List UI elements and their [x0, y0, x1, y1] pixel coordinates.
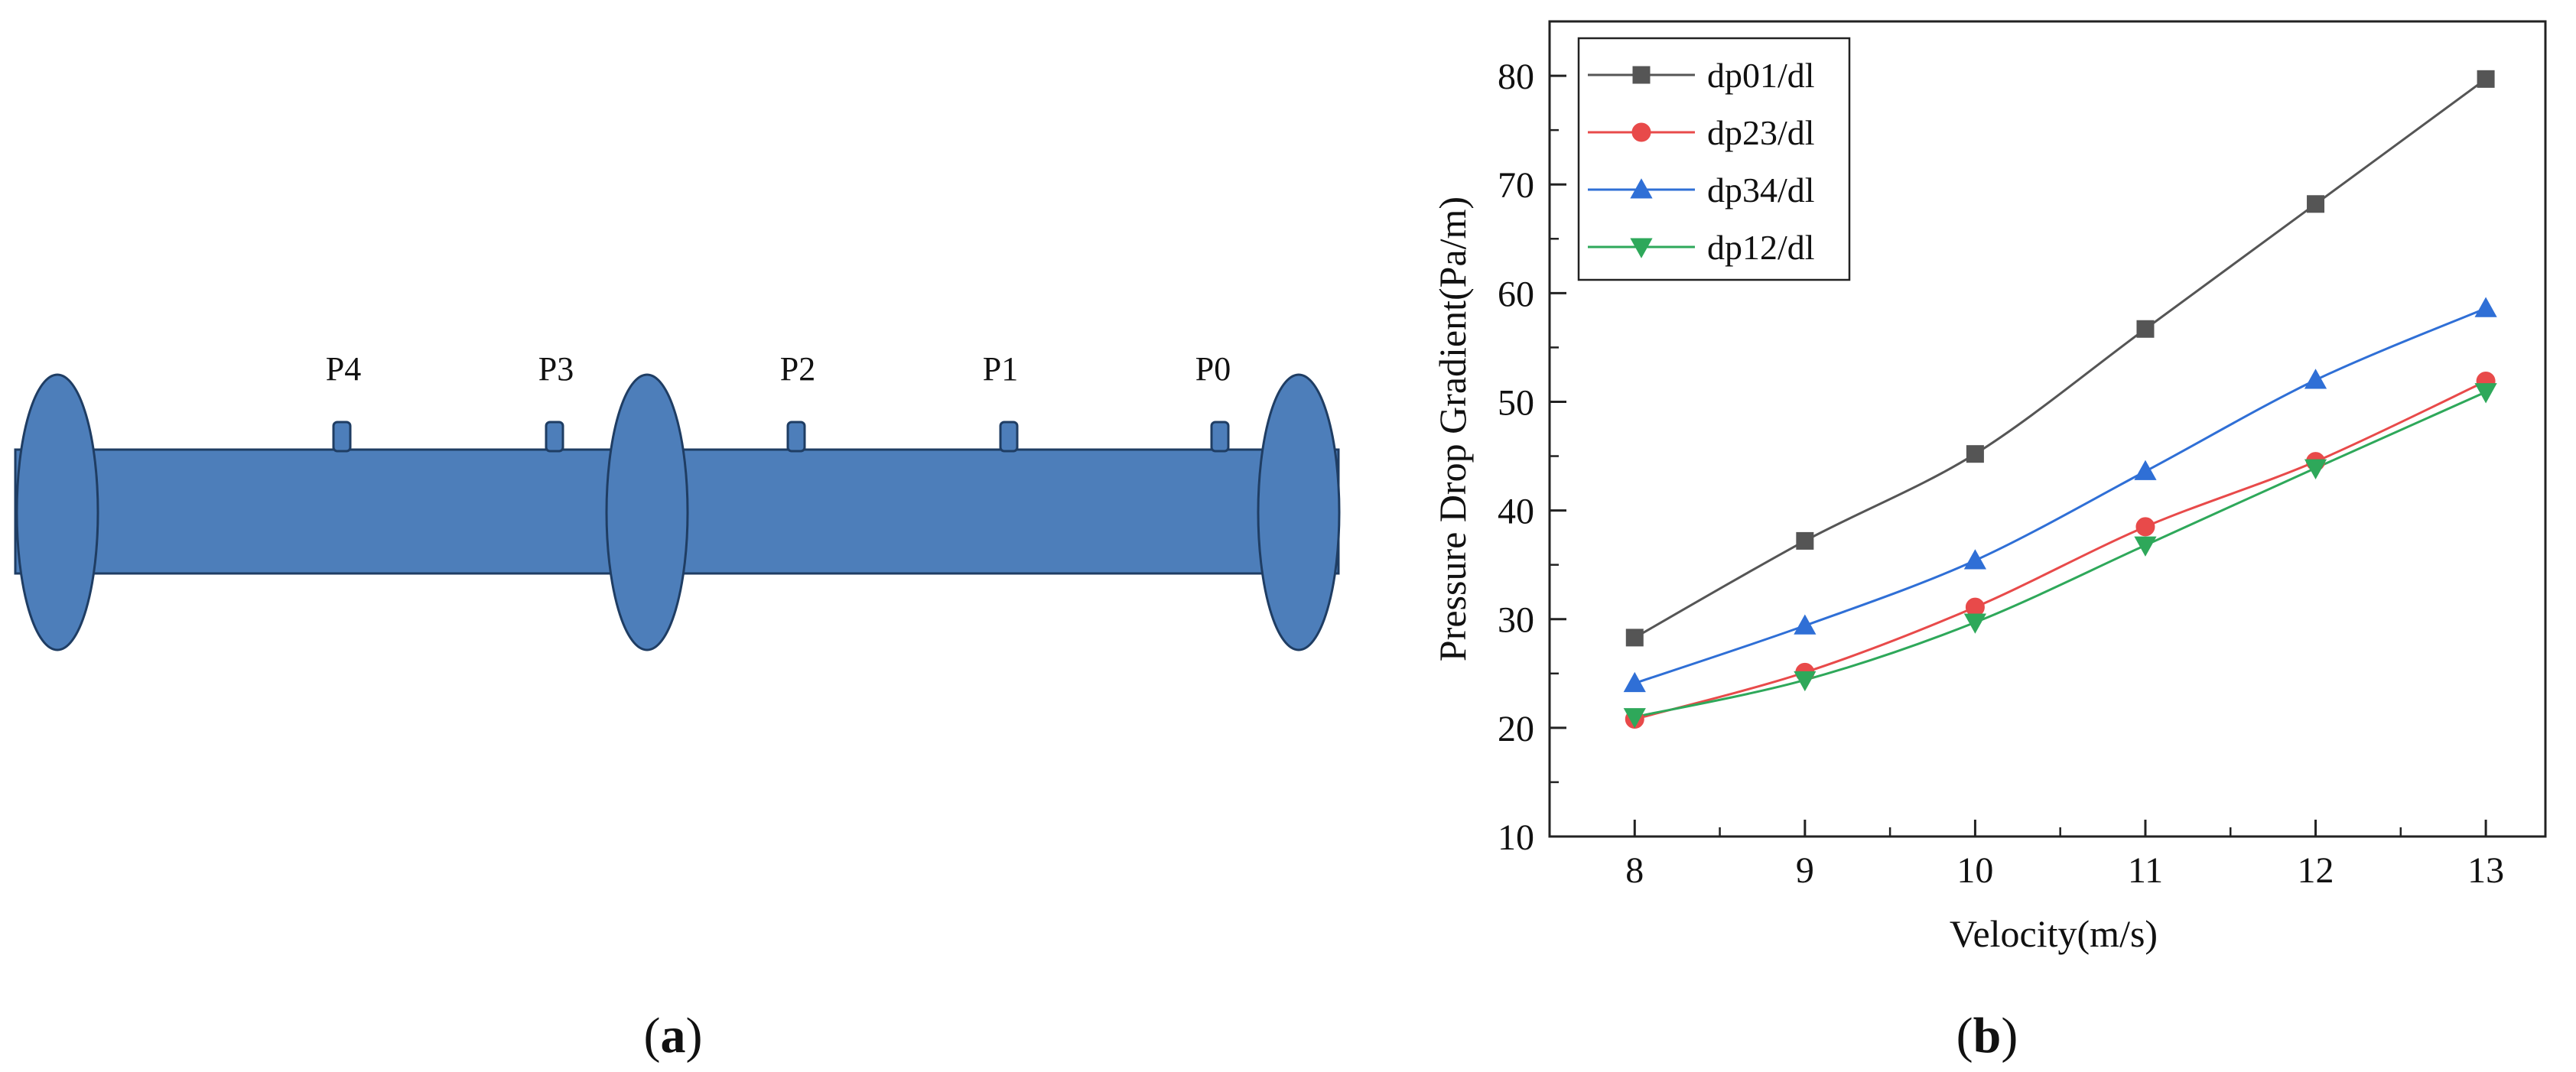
- panel-label-a-letter: a: [661, 1008, 686, 1064]
- y-tick-label: 80: [1498, 57, 1534, 97]
- y-tick-label: 60: [1498, 274, 1534, 314]
- x-tick-label: 12: [2298, 850, 2334, 891]
- y-tick-label: 70: [1498, 165, 1534, 206]
- x-axis-label: Velocity(m/s): [1950, 912, 2158, 955]
- left-flange: [15, 373, 99, 651]
- legend-box: [1577, 37, 1851, 281]
- data-point-dp34-dl: [1963, 549, 1987, 570]
- data-point-dp12-dl: [2304, 459, 2327, 479]
- data-point-dp23-dl: [2135, 517, 2155, 537]
- data-point-dp01-dl: [2307, 195, 2325, 213]
- legend-swatch-marker: [1631, 122, 1651, 142]
- series-markers-layer: [1623, 70, 2497, 729]
- right-flange: [1257, 373, 1341, 651]
- data-point-dp34-dl: [2474, 297, 2497, 317]
- y-axis-label: Pressure Drop Gradient(Pa/m): [1431, 197, 1474, 661]
- panel-label-b-letter: b: [1973, 1008, 2002, 1064]
- series-line-dp12-dl: [1634, 391, 2487, 719]
- y-tick-label: 50: [1498, 382, 1534, 423]
- legend-swatch-marker: [1630, 238, 1653, 258]
- data-point-dp12-dl: [1794, 671, 1817, 692]
- middle-flange: [605, 373, 689, 651]
- series-line-dp01-dl: [1634, 78, 2487, 639]
- pressure-tap-p1: [999, 421, 1019, 453]
- tap-label-p0: P0: [1195, 350, 1231, 388]
- y-tick-label: 40: [1498, 492, 1534, 532]
- pressure-tap-p0: [1210, 421, 1230, 453]
- series-line-dp34-dl: [1634, 307, 2487, 685]
- panel-label-b-open: (: [1956, 1008, 1973, 1064]
- data-point-dp01-dl: [1966, 445, 1984, 463]
- x-tick-label: 13: [2467, 850, 2504, 891]
- data-point-dp12-dl: [2134, 536, 2157, 557]
- axes-layer: 8 9 10 11 12 13 10 20 30 40 50 60 70 80: [1498, 57, 2504, 891]
- data-point-dp12-dl: [1623, 708, 1646, 729]
- y-tick-label: 30: [1498, 600, 1534, 641]
- y-tick-label: 10: [1498, 817, 1534, 858]
- data-point-dp01-dl: [2136, 320, 2155, 338]
- panel-label-b: (b): [1956, 1008, 2018, 1064]
- data-point-dp01-dl: [1625, 629, 1644, 647]
- legend-label: dp23/dl: [1707, 113, 1815, 152]
- data-point-dp34-dl: [2134, 460, 2157, 480]
- legend-label: dp34/dl: [1707, 171, 1815, 210]
- y-tick-label: 20: [1498, 709, 1534, 749]
- chart-panel: 8 9 10 11 12 13 10 20 30 40 50 60 70 80 Velocity(m/s)…: [1431, 20, 2547, 1064]
- tap-label-p3: P3: [538, 350, 574, 388]
- data-point-dp12-dl: [2474, 383, 2497, 404]
- data-point-dp01-dl: [2477, 70, 2495, 88]
- data-point-dp01-dl: [1796, 531, 1814, 550]
- tap-label-p2: P2: [780, 350, 815, 388]
- legend-label: dp01/dl: [1707, 56, 1815, 95]
- data-point-dp34-dl: [1623, 671, 1646, 693]
- pipe-schematic-panel: P4 P3 P2 P1 P0 (a): [14, 350, 1341, 1064]
- pressure-tap-p2: [786, 421, 806, 453]
- legend-swatch-marker: [1630, 178, 1653, 199]
- data-point-dp34-dl: [2304, 369, 2327, 389]
- x-tick-label: 8: [1625, 850, 1644, 891]
- pressure-tap-p3: [545, 421, 564, 453]
- x-tick-label: 11: [2128, 850, 2163, 891]
- legend-items: dp01/dl dp23/dl dp34/dl dp12/dl: [1588, 56, 1815, 267]
- panel-label-b-close: ): [2001, 1008, 2018, 1064]
- series-line-dp23-dl: [1634, 380, 2487, 720]
- data-point-dp12-dl: [1963, 613, 1987, 634]
- plot-frame: [1548, 20, 2547, 838]
- panel-label-a-open: (: [644, 1008, 661, 1064]
- legend-swatch-marker: [1632, 66, 1651, 84]
- tap-label-p1: P1: [983, 350, 1018, 388]
- x-tick-label: 9: [1796, 850, 1814, 891]
- pressure-tap-p4: [332, 421, 352, 453]
- tap-label-p4: P4: [326, 350, 361, 388]
- legend: dp01/dl dp23/dl dp34/dl dp12/dl: [1577, 37, 1851, 281]
- x-tick-label: 10: [1956, 850, 1993, 891]
- data-point-dp34-dl: [1794, 614, 1817, 635]
- panel-label-a: (a): [644, 1008, 703, 1064]
- panel-label-a-close: ): [686, 1008, 703, 1064]
- legend-label: dp12/dl: [1707, 228, 1815, 267]
- series-lines-layer: [1634, 78, 2487, 720]
